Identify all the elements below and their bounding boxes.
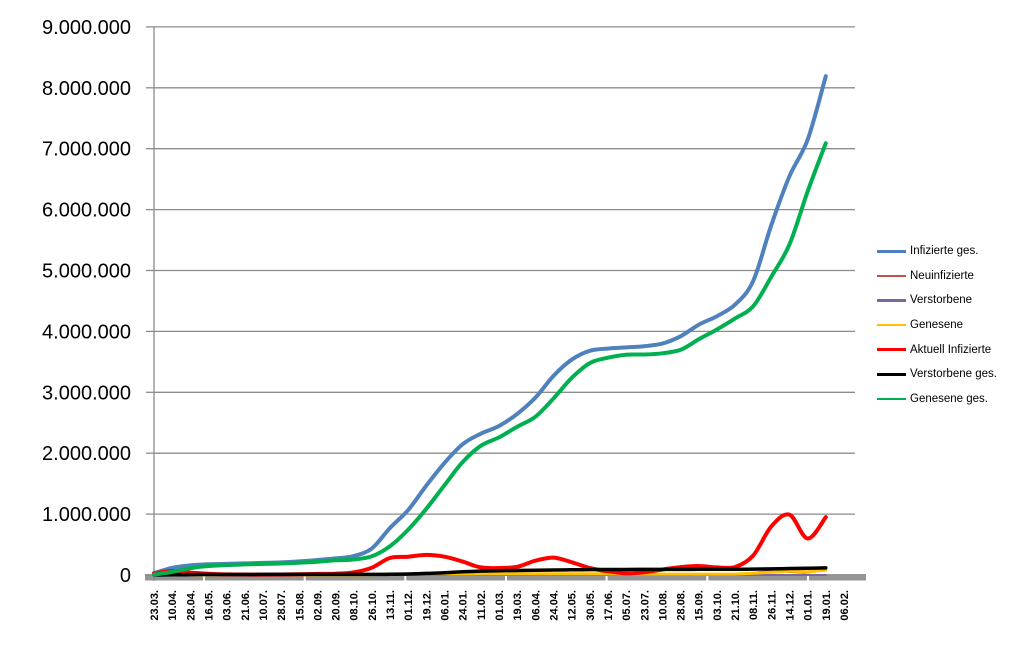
series-lines (152, 74, 828, 577)
x-axis-tick-label: 06.04. (530, 590, 542, 621)
y-axis-tick-label: 3.000.000 (42, 382, 131, 404)
legend-line-swatch (877, 299, 906, 302)
legend-item: Verstorbene (877, 288, 997, 313)
x-axis-tick-label: 16.05. (204, 590, 216, 621)
y-axis-tick-label: 5.000.000 (42, 261, 131, 283)
x-axis-tick-label: 15.09. (694, 590, 706, 621)
baseline-tick-gap (303, 573, 306, 581)
x-axis-tick-label: 12.05. (567, 590, 579, 621)
legend-label: Neuinfizierte (910, 269, 974, 282)
x-axis-tick-label: 20.09. (331, 590, 343, 621)
legend-line-swatch (877, 323, 906, 327)
legend-label: Genesene (910, 319, 964, 332)
legend-line-swatch (877, 348, 906, 351)
y-axis-tick-label: 1.000.000 (42, 504, 131, 526)
series-line-genesene-ges (152, 141, 828, 577)
x-axis-tick-label: 10.08. (657, 590, 669, 621)
x-axis-tick-label: 26.10. (367, 590, 379, 621)
x-axis-tick-label: 10.04. (167, 590, 179, 621)
x-axis-tick-label: 21.10. (730, 590, 742, 621)
x-axis-tick-label: 08.11. (748, 590, 760, 620)
gridlines (154, 26, 855, 515)
legend-item: Aktuell Infizierte (877, 337, 997, 362)
x-axis-tick-label: 23.07. (639, 590, 651, 621)
x-axis-tick-label: 21.06. (240, 590, 252, 621)
x-axis-tick-label: 15.08. (294, 590, 306, 621)
x-axis-tick-label: 03.06. (222, 590, 234, 621)
x-axis-tick-label: 14.12. (785, 590, 797, 621)
y-axis-tick-label: 9.000.000 (42, 17, 131, 39)
legend-item: Genesene ges. (877, 387, 997, 412)
y-axis-labels: 0 1.000.000 2.000.000 3.000.000 4.000.000 5.0… (42, 17, 131, 587)
baseline-tick-gap (404, 573, 407, 581)
baseline-tick-gap (505, 573, 507, 581)
x-axis-tick-label: 13.11. (385, 590, 397, 620)
x-axis-tick-label: 17.06. (603, 590, 615, 621)
legend-item: Infizierte ges. (877, 239, 997, 264)
legend-line-swatch (877, 250, 906, 253)
legend-item: Neuinfizierte (877, 264, 997, 289)
y-axis (146, 26, 155, 581)
x-axis-tick-label: 26.11. (766, 590, 778, 620)
baseline-tick-gap (807, 573, 809, 581)
x-axis-tick-label: 01.03. (494, 590, 506, 621)
baseline-tick-gap (706, 573, 709, 581)
x-axis-tick-label: 02.09. (312, 590, 324, 621)
legend-line-swatch (877, 274, 906, 278)
x-axis-tick-label: 19.12. (421, 590, 433, 621)
series-line-verstorbene-ges (152, 566, 828, 577)
x-axis-tick-label: 30.05. (585, 590, 597, 621)
legend-item: Genesene (877, 313, 997, 338)
y-axis-tick-label: 7.000.000 (42, 139, 131, 161)
x-axis-tick-label: 19.01. (821, 590, 833, 621)
y-axis-tick-label: 2.000.000 (42, 443, 131, 465)
legend: Infizierte ges. Neuinfizierte Verstorbene G… (877, 239, 997, 411)
x-axis-tick-label: 28.08. (676, 590, 688, 621)
x-axis-tick-label: 28.07. (276, 590, 288, 621)
x-axis-tick-label: 24.01. (458, 590, 470, 621)
x-axis-tick-label: 10.07. (258, 590, 270, 621)
legend-line-swatch (877, 373, 906, 376)
legend-item: Verstorbene ges. (877, 362, 997, 387)
x-axis-tick-label: 06.02. (839, 590, 851, 621)
legend-label: Genesene ges. (910, 392, 989, 405)
x-axis-tick-label: 24.04. (549, 590, 561, 621)
legend-label: Aktuell Infizierte (910, 343, 992, 356)
y-axis-tick-label: 0 (120, 565, 131, 587)
x-axis-tick-label: 03.10. (712, 590, 724, 621)
x-axis-tick-label: 01.01. (803, 590, 815, 621)
legend-label: Verstorbene (910, 294, 973, 307)
baseline-tick-gap (203, 573, 205, 581)
y-axis-tick-label: 6.000.000 (42, 200, 131, 222)
baseline-tick-gap (605, 573, 608, 581)
legend-line-swatch (877, 397, 906, 401)
x-axis-tick-label: 05.07. (621, 590, 633, 621)
x-axis-tick-label: 01.12. (403, 590, 415, 621)
x-axis-tick-label: 08.10. (349, 590, 361, 621)
y-axis-tick-label: 8.000.000 (42, 78, 131, 100)
legend-label: Verstorbene ges. (910, 368, 997, 381)
x-axis-tick-label: 19.03. (512, 590, 524, 621)
x-axis-labels: 23.03. 10.04. 28.04. 16.05. 03.06. 21.06. 10.0… (149, 590, 851, 621)
x-axis-tick-label: 28.04. (185, 590, 197, 621)
x-axis-tick-label: 11.02. (476, 590, 488, 620)
x-axis-tick-label: 23.03. (149, 590, 161, 621)
legend-label: Infizierte ges. (910, 245, 979, 258)
x-axis-baseline-bar (145, 573, 866, 581)
y-axis-tick-label: 4.000.000 (42, 321, 131, 343)
x-axis-tick-label: 06.01. (440, 590, 452, 621)
